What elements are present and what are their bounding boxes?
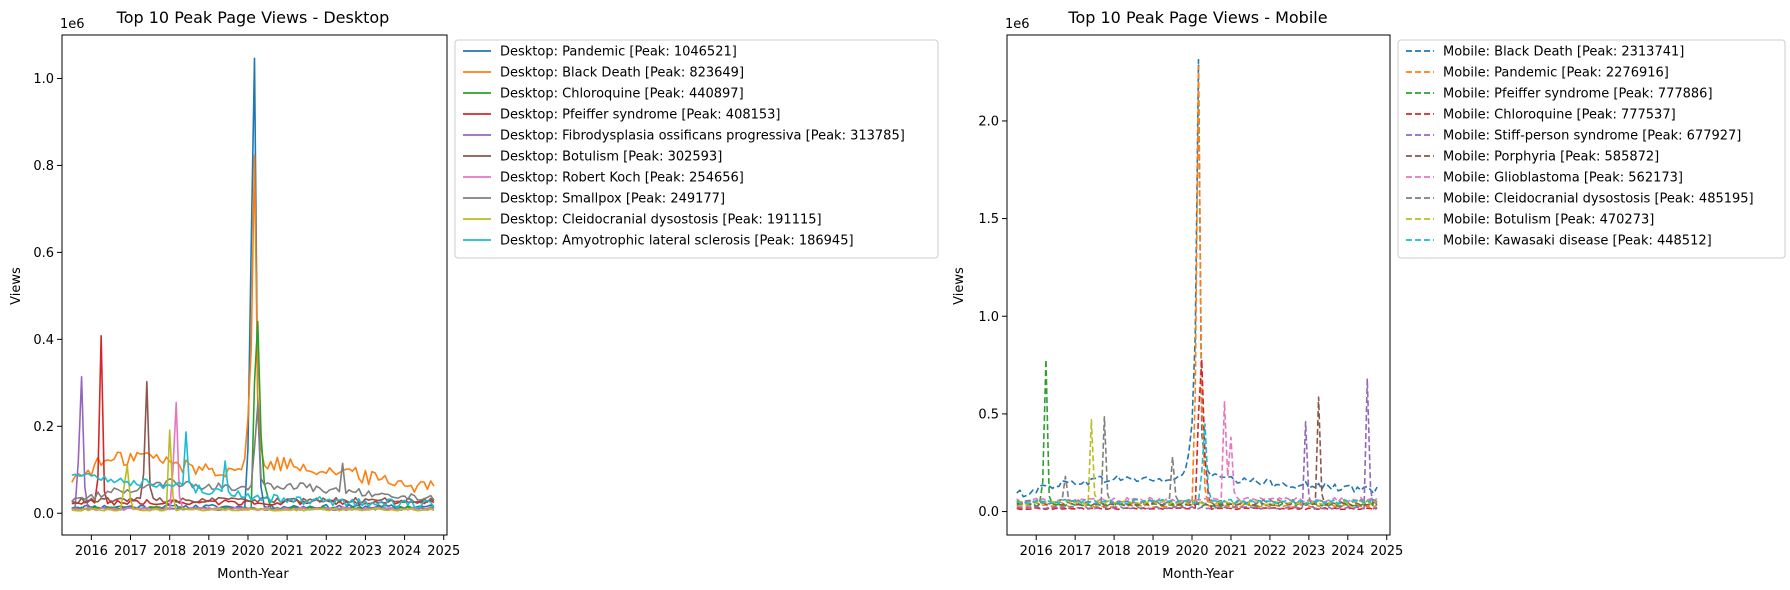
series-line [1016,418,1378,506]
series-line [71,404,435,503]
series-line [1016,66,1378,509]
legend-entry: Desktop: Pfeiffer syndrome [Peak: 408153… [500,108,781,123]
legend-entry: Mobile: Stiff-person syndrome [Peak: 677… [1443,129,1741,144]
x-tick-label: 2025 [1370,544,1403,559]
series-line [71,154,435,493]
x-tick-label: 2025 [427,544,460,559]
mobile-chart: Top 10 Peak Page Views - Mobile 1e6 Mont… [952,8,1786,582]
y-offset-label: 1e6 [60,17,85,32]
legend-entry: Mobile: Glioblastoma [Peak: 562173] [1443,171,1683,186]
legend-box [454,39,939,259]
legend-entry: Mobile: Porphyria [Peak: 585872] [1443,150,1659,165]
legend-entry: Desktop: Amyotrophic lateral sclerosis [… [500,234,854,249]
y-axis-label: Views [952,267,967,305]
x-tick-label: 2016 [75,544,108,559]
series-line [71,334,435,506]
x-tick-label: 2019 [1137,544,1170,559]
series-line [1016,358,1378,508]
x-tick-label: 2017 [1059,544,1092,559]
legend-entry: Desktop: Cleidocranial dysostosis [Peak:… [500,213,822,228]
x-axis-label: Month-Year [1162,567,1234,582]
x-tick-label: 2020 [1175,544,1208,559]
x-tick-label: 2019 [192,544,225,559]
series-line [1016,378,1378,510]
y-tick-label: 0.2 [33,420,54,435]
legend-entry: Desktop: Robert Koch [Peak: 254656] [500,171,744,186]
legend-entry: Mobile: Botulism [Peak: 470273] [1443,213,1654,228]
legend-entry: Mobile: Pandemic [Peak: 2276916] [1443,66,1669,81]
x-tick-label: 2024 [388,544,421,559]
y-tick-label: 1.0 [978,310,999,325]
y-tick-label: 1.5 [978,212,999,227]
chart-title: Top 10 Peak Page Views - Desktop [116,8,390,27]
desktop-chart: Top 10 Peak Page Views - Desktop 1e6 Mon… [9,8,939,582]
legend-entry: Mobile: Cleidocranial dysostosis [Peak: … [1443,192,1754,207]
legend-entry: Desktop: Black Death [Peak: 823649] [500,66,744,81]
legend-entry: Desktop: Fibrodysplasia ossificans progr… [500,129,905,144]
y-tick-label: 0.5 [978,407,999,422]
series-line [71,429,435,512]
y-tick-label: 0.6 [33,246,54,261]
y-tick-label: 0.4 [33,333,54,348]
x-tick-label: 2023 [1292,544,1325,559]
y-axis-label: Views [9,267,24,305]
series-line [1016,396,1378,507]
legend-entry: Desktop: Chloroquine [Peak: 440897] [500,87,744,102]
x-tick-label: 2023 [349,544,382,559]
legend-entry: Mobile: Pfeiffer syndrome [Peak: 777886] [1443,87,1713,102]
x-tick-label: 2018 [153,544,186,559]
x-tick-label: 2024 [1331,544,1364,559]
plot-frame [61,34,448,536]
legend-entry: Mobile: Black Death [Peak: 2313741] [1443,45,1684,60]
legend-entry: Mobile: Kawasaki disease [Peak: 448512] [1443,234,1712,249]
x-tick-label: 2022 [1253,544,1286,559]
legend-entry: Desktop: Botulism [Peak: 302593] [500,150,722,165]
x-tick-label: 2021 [271,544,304,559]
series-line [71,431,435,510]
x-tick-label: 2017 [114,544,147,559]
x-tick-label: 2020 [231,544,264,559]
y-offset-label: 1e6 [1005,17,1030,32]
y-tick-label: 0.0 [978,505,999,520]
legend-entry: Mobile: Chloroquine [Peak: 777537] [1443,108,1676,123]
series-line [1016,358,1378,511]
x-axis-label: Month-Year [217,567,289,582]
series-line [71,380,435,504]
series-line [1016,423,1378,505]
x-tick-label: 2018 [1098,544,1131,559]
series-line [1016,58,1378,498]
legend-box [1397,39,1786,259]
y-tick-label: 0.8 [33,159,54,174]
chart-title: Top 10 Peak Page Views - Mobile [1067,8,1327,27]
x-tick-label: 2022 [310,544,343,559]
y-tick-label: 1.0 [33,72,54,87]
x-tick-label: 2016 [1020,544,1053,559]
legend-entry: Desktop: Pandemic [Peak: 1046521] [500,45,737,60]
y-tick-label: 2.0 [978,114,999,129]
plot-frame [1006,34,1391,536]
y-tick-label: 0.0 [33,507,54,522]
legend-entry: Desktop: Smallpox [Peak: 249177] [500,192,725,207]
x-tick-label: 2021 [1214,544,1247,559]
